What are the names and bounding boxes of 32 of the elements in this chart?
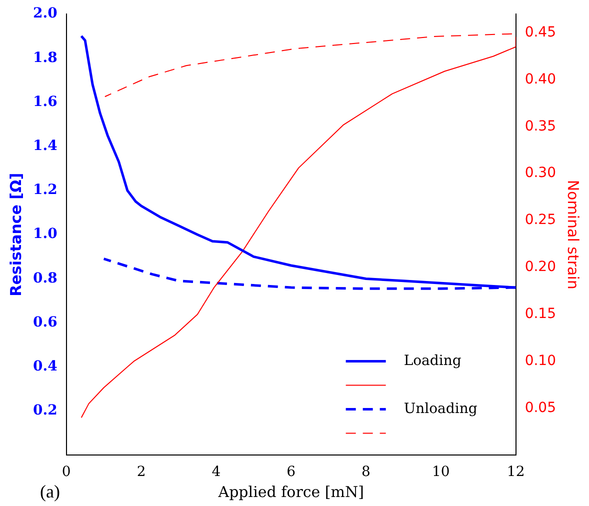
y-tick-label: 0.2 (32, 402, 58, 419)
y2-tick-label: 0.30 (524, 165, 556, 182)
y-tick-label: 1.0 (32, 226, 58, 242)
x-tick-label: 2 (136, 464, 146, 480)
y-tick-label: 1.8 (32, 50, 58, 66)
y2-axis-title: Nominal strain (564, 180, 582, 290)
y2-tick-label: 0.40 (524, 71, 556, 88)
legend-label: Loading (404, 352, 462, 369)
text: (a) (40, 482, 60, 502)
y2-tick-label: 0.05 (524, 400, 556, 416)
y-tick-label: 0.4 (32, 358, 58, 375)
x-tick-label: 12 (506, 464, 525, 480)
y-tick-label: 0.8 (32, 270, 58, 286)
y2-tick-label: 0.15 (524, 306, 556, 322)
x-tick-label: 4 (212, 464, 221, 480)
y2-tick-label: 0.45 (524, 24, 556, 40)
y-axis-title: Resistance [Ω] (6, 172, 25, 296)
x-tick-label: 6 (286, 464, 296, 480)
y2-tick-label: 0.20 (524, 259, 556, 276)
x-axis-title: Applied force [mN] (217, 482, 364, 501)
legend-label: Unloading (404, 400, 478, 417)
y-tick-label: 0.6 (32, 314, 58, 330)
y-tick-label: 1.2 (32, 182, 58, 198)
y-tick-label: 1.6 (32, 94, 58, 110)
y2-tick-label: 0.35 (524, 118, 556, 134)
y2-tick-label: 0.25 (524, 212, 556, 228)
x-tick-label: 0 (62, 464, 71, 480)
y2-tick-label: 0.10 (524, 352, 556, 369)
y-tick-label: 2.0 (32, 6, 58, 22)
x-tick-label: 8 (362, 464, 370, 480)
y-tick-label: 1.4 (32, 138, 58, 154)
x-tick-label: 10 (432, 464, 450, 480)
